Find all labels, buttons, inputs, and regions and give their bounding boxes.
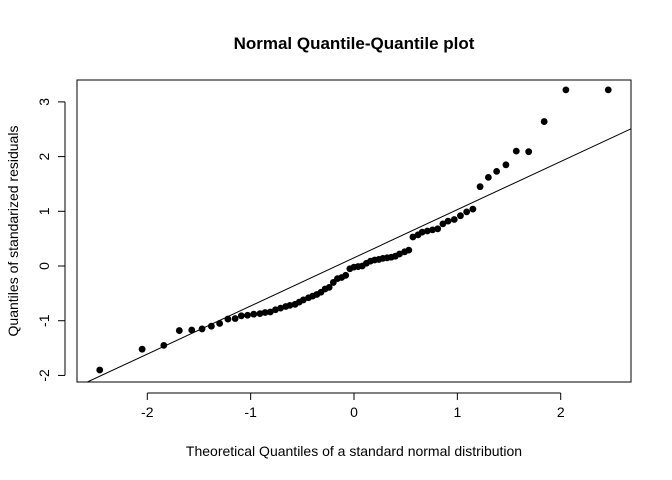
data-point <box>96 366 104 374</box>
data-point <box>439 220 447 228</box>
data-point <box>409 233 417 241</box>
x-tick-label: 0 <box>350 404 358 420</box>
data-point <box>160 341 168 349</box>
plot-frame <box>76 79 632 383</box>
data-point <box>342 271 350 279</box>
y-tick-label: 1 <box>36 207 52 215</box>
x-axis: -2 -1 0 1 2 <box>141 392 565 420</box>
data-point <box>493 167 501 175</box>
data-point <box>272 306 279 314</box>
data-point <box>250 310 258 318</box>
data-point <box>476 183 484 191</box>
x-tick-label: -2 <box>141 404 154 420</box>
data-point <box>512 147 520 155</box>
data-point <box>540 118 548 125</box>
x-tick-label: 1 <box>453 404 461 420</box>
y-axis: -2 -1 0 1 2 3 <box>36 98 66 382</box>
data-point <box>216 320 224 327</box>
data-point <box>444 217 452 225</box>
data-point <box>188 326 196 334</box>
y-tick-label: -2 <box>36 369 52 382</box>
data-point <box>237 312 245 320</box>
data-point <box>299 296 307 304</box>
data-point <box>224 315 232 323</box>
data-point <box>502 161 510 169</box>
data-point <box>525 148 533 156</box>
data-point <box>457 212 464 220</box>
data-point <box>138 345 146 353</box>
data-point <box>469 205 477 213</box>
data-point <box>277 304 285 312</box>
data-point <box>325 283 333 291</box>
reference-line-group <box>87 128 632 383</box>
data-point <box>429 226 436 234</box>
data-point <box>396 250 403 258</box>
chart-title: Normal Quantile-Quantile plot <box>234 34 475 53</box>
data-point <box>418 228 426 236</box>
y-axis-label: Quantiles of standarized residuals <box>5 126 21 337</box>
x-tick-label: -1 <box>244 404 257 420</box>
data-point <box>405 246 413 254</box>
data-point <box>463 208 471 216</box>
data-point <box>450 216 458 223</box>
x-axis-label: Theoretical Quantiles of a standard norm… <box>186 443 522 459</box>
x-tick-label: 2 <box>557 404 565 420</box>
data-point <box>198 325 206 333</box>
data-point <box>562 86 570 94</box>
data-point <box>434 225 442 233</box>
data-points-group <box>96 86 612 374</box>
data-point <box>175 327 183 334</box>
data-point <box>286 302 294 309</box>
data-point <box>207 322 215 330</box>
data-point <box>244 311 251 319</box>
data-point <box>261 309 269 316</box>
y-tick-label: -1 <box>36 314 52 327</box>
y-tick-label: 3 <box>36 98 52 106</box>
reference-line <box>87 128 632 383</box>
data-point <box>256 310 264 318</box>
data-point <box>231 315 239 322</box>
data-point <box>604 86 612 94</box>
y-tick-label: 2 <box>36 152 52 160</box>
data-point <box>423 227 431 235</box>
data-point <box>484 173 492 181</box>
y-tick-label: 0 <box>36 262 52 270</box>
data-point <box>266 308 274 316</box>
